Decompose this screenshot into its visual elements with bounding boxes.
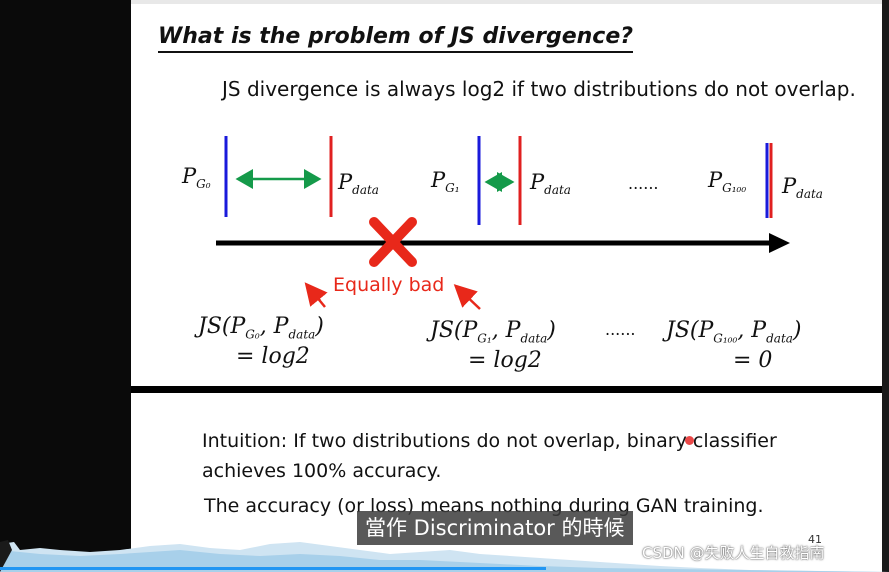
js-pg0-expression: JS(PG₀, Pdata)	[198, 314, 324, 342]
slide-page-number: 41	[808, 533, 822, 546]
slide-title: What is the problem of JS divergence?	[158, 24, 633, 53]
equally-bad-arrow-left	[307, 283, 324, 300]
timeline-arrowhead	[769, 233, 790, 253]
js-pg1-value: = log2	[468, 348, 542, 373]
slide-subtitle: JS divergence is always log2 if two dist…	[222, 77, 856, 101]
video-caption: 當作 Discriminator 的時候	[357, 511, 633, 545]
pdata-label-1: Pdata	[338, 170, 379, 198]
top-strip	[131, 0, 882, 4]
ellipsis-bottom: ......	[605, 320, 636, 339]
distribution-diagram	[216, 136, 790, 300]
equally-bad-label: Equally bad	[333, 274, 445, 296]
binary-cursor-dot	[685, 436, 694, 445]
pg1-label: PG₁	[431, 168, 460, 196]
video-letterbox-right	[882, 0, 889, 572]
video-waveform	[0, 540, 889, 572]
pg0-label: PG₀	[182, 164, 211, 192]
js-pg0-value: = log2	[236, 344, 310, 369]
slide-top-panel	[131, 4, 882, 386]
pdata-label-2: Pdata	[530, 170, 571, 198]
csdn-watermark: CSDN @失败人生自救指南	[642, 544, 825, 562]
js-pg100-value: = 0	[733, 348, 773, 373]
intuition-line-2: achieves 100% accuracy.	[202, 460, 442, 482]
ellipsis-top: ......	[628, 174, 659, 193]
js-pg100-expression: JS(PG₁₀₀, Pdata)	[666, 318, 802, 346]
slide-divider	[131, 386, 882, 393]
intuition-line-1: Intuition: If two distributions do not o…	[202, 430, 777, 452]
js-pg1-expression: JS(PG₁, Pdata)	[430, 318, 556, 346]
pdata-label-3: Pdata	[782, 174, 823, 202]
video-progress-bar[interactable]	[0, 567, 546, 570]
pg100-label: PG₁₀₀	[708, 168, 747, 196]
video-letterbox-left	[0, 0, 131, 572]
red-x-icon	[369, 217, 417, 267]
equally-bad-arrow-right	[454, 284, 472, 300]
